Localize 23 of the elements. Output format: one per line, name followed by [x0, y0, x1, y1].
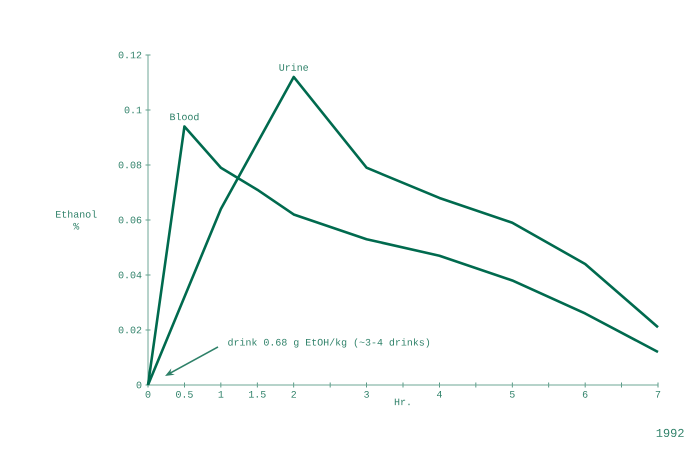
y-tick-label: 0.04	[118, 272, 142, 278]
annotation: drink 0.68 g EtOH/kg (~3-4 drinks)	[228, 338, 430, 348]
x-axis-title: Hr.	[394, 398, 410, 406]
x-tick-label: 1.5	[249, 391, 266, 398]
x-tick-label: 3	[364, 390, 369, 398]
y-tick-label: 0	[136, 382, 142, 388]
x-tick-label: 5	[510, 391, 515, 398]
x-tick-label: 7	[656, 391, 660, 398]
series-label: Urine	[279, 63, 308, 71]
series-label: Blood	[170, 112, 199, 120]
y-tick-label: 0.12	[118, 52, 142, 58]
y-tick-label: 0.02	[118, 326, 142, 334]
y-tick-label: 0.08	[118, 162, 142, 168]
y-tick-label: 0.1	[124, 106, 142, 114]
x-tick-label: 1	[218, 391, 224, 398]
x-tick-label: 0	[146, 390, 150, 398]
x-tick-label: 6	[582, 390, 588, 398]
x-tick-label: 0.5	[176, 390, 193, 398]
y-axis-title: Ethanol %	[56, 210, 97, 230]
x-tick-label: 4	[436, 391, 442, 398]
x-tick-label: 2	[291, 390, 296, 398]
y-tick-label: 0.06	[118, 216, 142, 224]
text: 1992	[656, 428, 684, 438]
